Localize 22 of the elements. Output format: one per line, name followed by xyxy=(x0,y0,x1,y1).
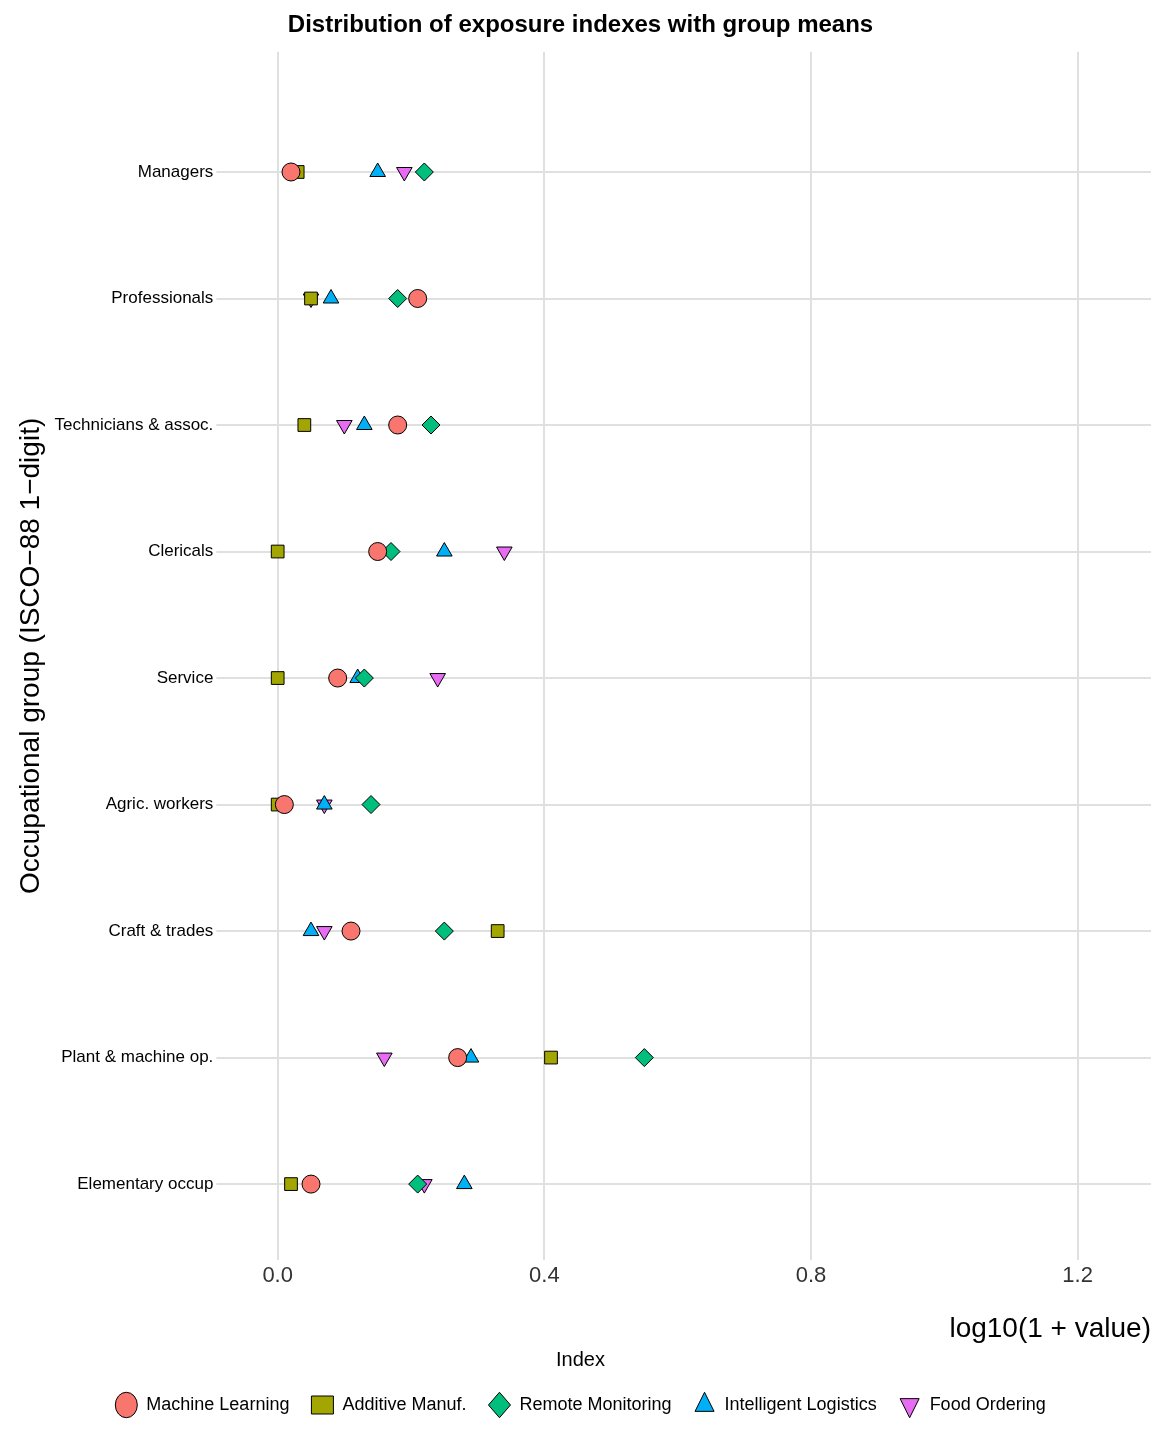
legend-title: Index xyxy=(556,1347,605,1370)
x-tick-label: 0.8 xyxy=(795,1262,827,1288)
x-tick-label: 0.4 xyxy=(529,1262,560,1288)
y-tick-label: Agric. workers xyxy=(105,794,214,814)
legend-label: Remote Monitoring xyxy=(519,1393,672,1414)
y-tick-label: Service xyxy=(156,667,214,687)
y-tick-label: Managers xyxy=(137,161,214,181)
y-tick-label: Professionals xyxy=(111,288,214,308)
legend-label: Intelligent Logistics xyxy=(724,1393,877,1414)
x-axis-title: log10(1 + value) xyxy=(949,1311,1151,1343)
y-axis-title: Occupational group (ISCO−88 1−digit) xyxy=(13,417,45,895)
legend-label: Food Ordering xyxy=(929,1393,1046,1414)
y-tick-label: Elementary occup xyxy=(77,1173,214,1193)
y-tick-label: Craft & trades xyxy=(108,920,214,940)
legend-label: Additive Manuf. xyxy=(342,1393,467,1414)
chart-title: Distribution of exposure indexes with group means xyxy=(287,10,874,38)
x-tick-label: 1.2 xyxy=(1062,1262,1093,1288)
x-tick-label: 0.0 xyxy=(262,1262,293,1288)
y-tick-label: Plant & machine op. xyxy=(61,1047,214,1067)
y-tick-label: Clericals xyxy=(148,541,214,561)
y-tick-label: Technicians & assoc. xyxy=(54,414,214,434)
legend-label: Machine Learning xyxy=(146,1393,290,1414)
